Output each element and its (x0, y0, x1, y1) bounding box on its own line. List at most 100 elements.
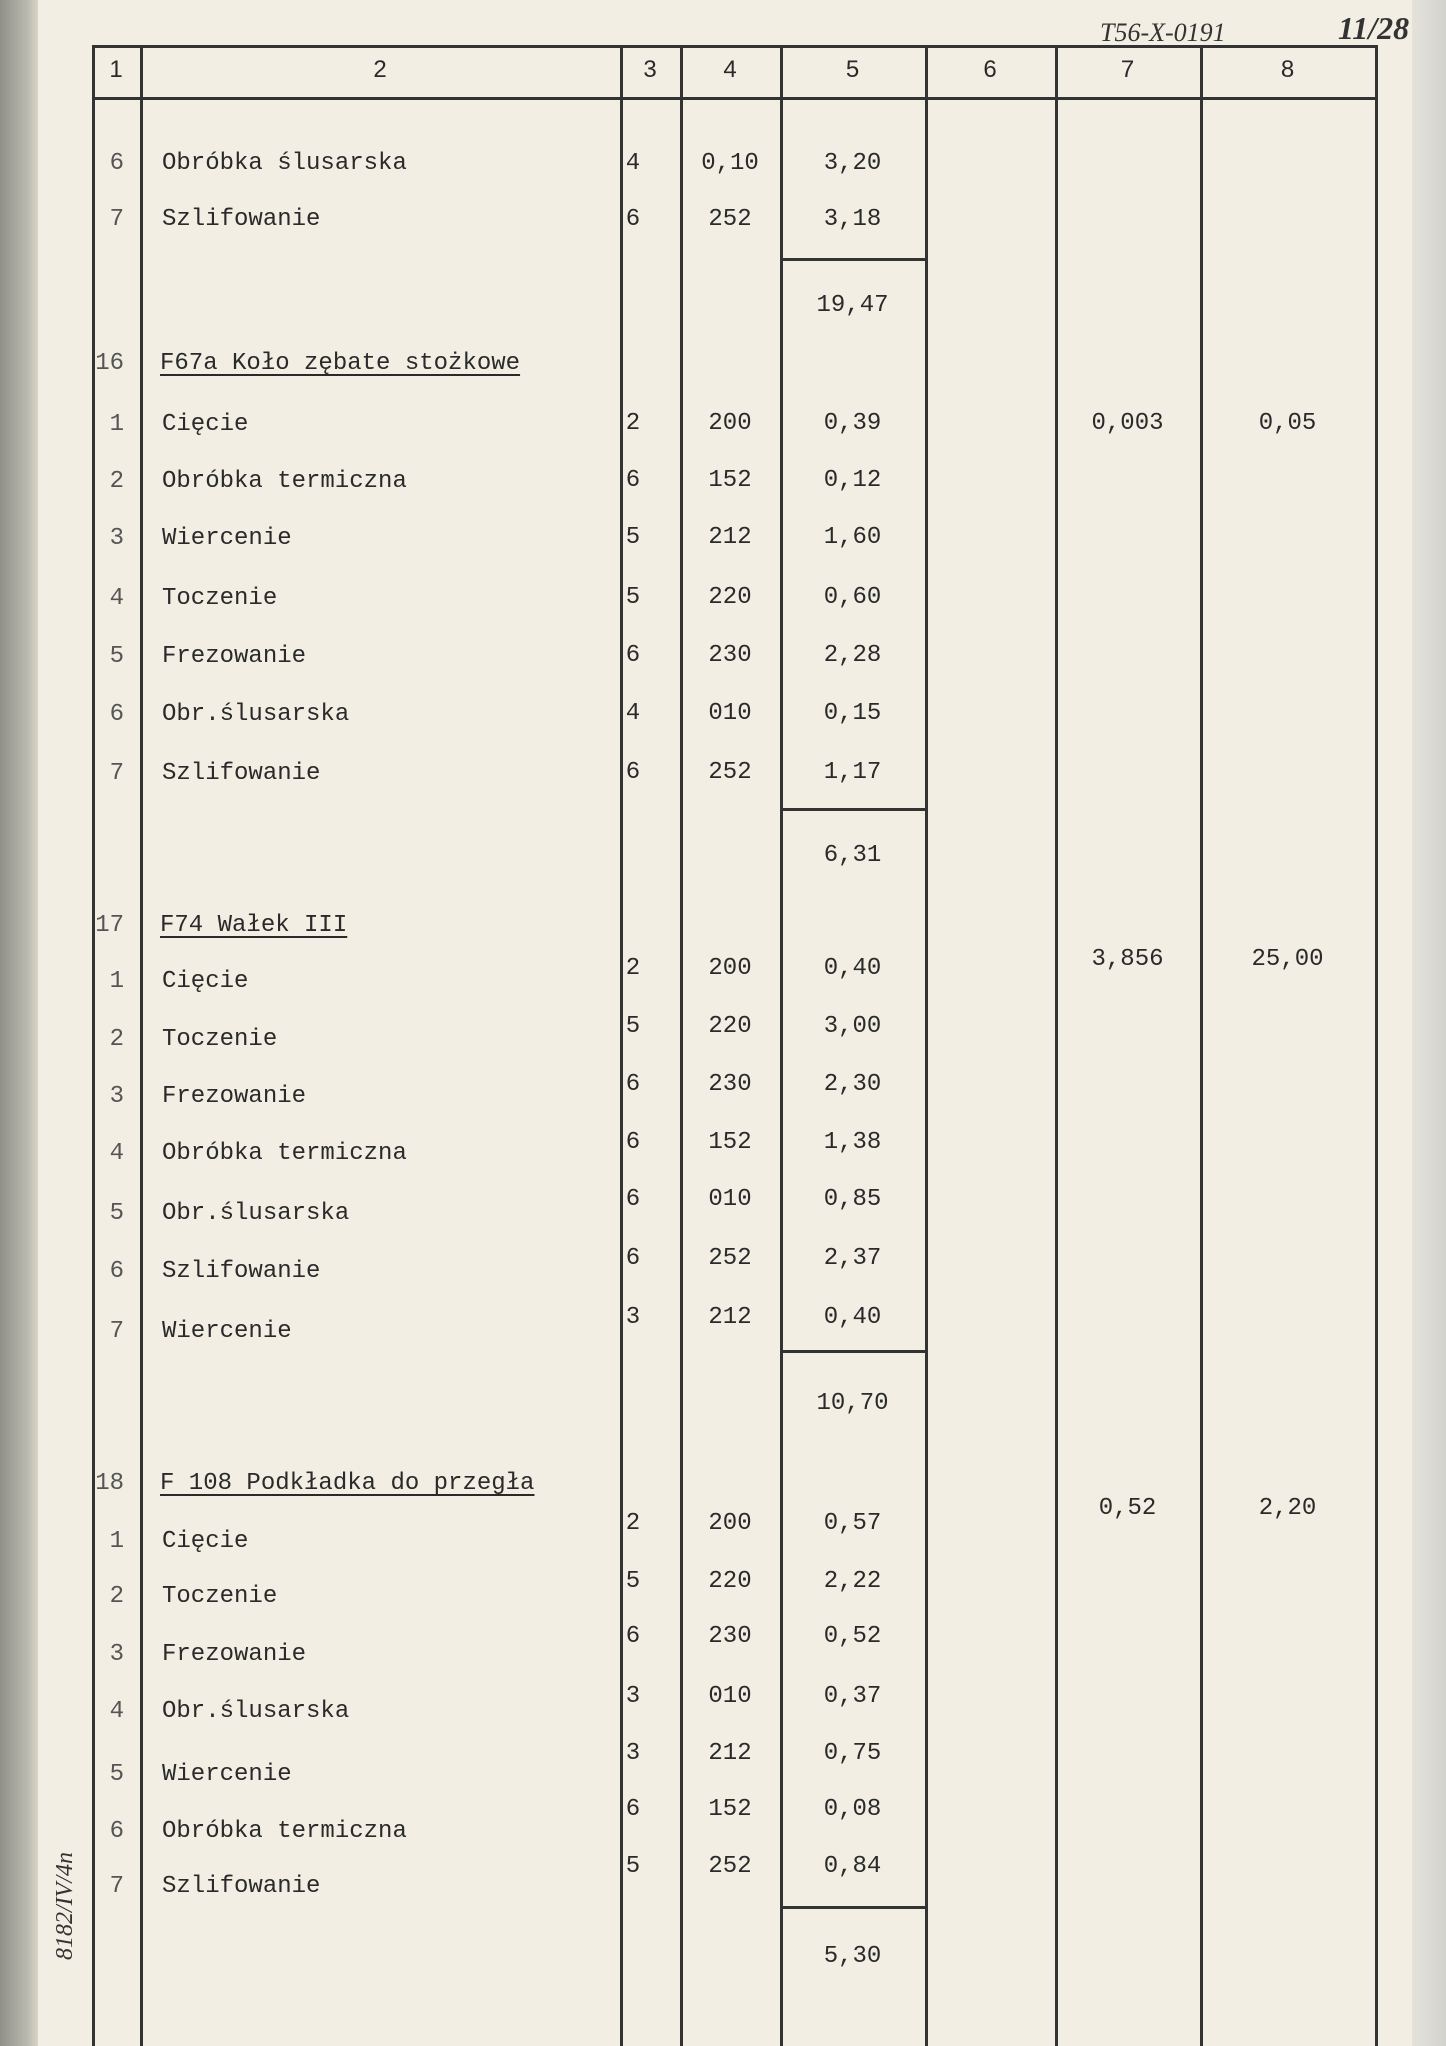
column-5-value: 0,75 (823, 1740, 882, 1767)
column-4-value: 212 (708, 1304, 752, 1331)
section-total: 19,47 (816, 292, 889, 319)
operation-name: Szlifowanie (162, 206, 321, 233)
column-5-value: 0,60 (823, 584, 882, 611)
operation-number: 7 (109, 206, 124, 233)
column-4-value: 152 (708, 1796, 752, 1823)
section-total: 6,31 (823, 842, 882, 869)
column-header-2: 2 (373, 56, 387, 83)
operation-name: Wiercenie (162, 525, 292, 552)
operation-name: Cięcie (162, 411, 249, 438)
column-4-value: 0,10 (701, 150, 759, 177)
column-4-value: 252 (708, 1853, 752, 1880)
column-header-4: 4 (723, 56, 737, 83)
column-divider (1055, 45, 1058, 2046)
operation-name: Wiercenie (162, 1761, 292, 1788)
column-4-value: 212 (708, 1740, 752, 1767)
section-number: 16 (95, 350, 124, 377)
operation-number: 7 (109, 1873, 124, 1900)
column-5-value: 3,18 (823, 206, 882, 233)
column-header-1: 1 (109, 56, 123, 83)
column-header-5: 5 (845, 56, 860, 83)
column-divider (1375, 45, 1378, 2046)
column-3-value: 6 (625, 1623, 641, 1650)
column-divider (925, 45, 928, 2046)
column-3-value: 6 (625, 1186, 641, 1213)
section-total: 10,70 (816, 1390, 889, 1417)
column-3-value: 3 (625, 1683, 641, 1710)
column-7-value: 3,856 (1091, 946, 1164, 973)
column-3-value: 6 (625, 642, 641, 669)
operation-number: 2 (109, 468, 124, 495)
operation-name: Szlifowanie (162, 1873, 321, 1900)
operation-number: 3 (109, 1083, 124, 1110)
column-3-value: 4 (625, 700, 641, 727)
operation-number: 1 (109, 411, 124, 438)
column-5-value: 2,22 (823, 1568, 882, 1595)
operation-name: Obr.ślusarska (162, 1698, 350, 1725)
operation-name: Obróbka ślusarska (162, 150, 407, 177)
column-divider (1200, 45, 1203, 2046)
operation-name: Szlifowanie (162, 760, 321, 787)
operation-number: 5 (109, 1200, 124, 1227)
operation-number: 1 (109, 968, 124, 995)
column-4-value: 152 (708, 1129, 752, 1156)
table-top-border (92, 45, 1378, 48)
column-divider (620, 45, 623, 2046)
column-3-value: 6 (625, 759, 641, 786)
column-3-value: 2 (625, 410, 641, 437)
column-4-value: 010 (708, 1186, 752, 1213)
operation-name: Frezowanie (162, 1083, 307, 1110)
operation-name: Toczenie (162, 585, 278, 612)
column-header-3: 3 (643, 56, 657, 83)
column-4-value: 252 (708, 1245, 752, 1272)
column-5-value: 2,30 (823, 1071, 882, 1098)
sum-line (783, 808, 925, 811)
sum-line (783, 1350, 925, 1353)
operation-name: Frezowanie (162, 643, 307, 670)
column-5-value: 3,20 (823, 150, 882, 177)
operation-name: Frezowanie (162, 1641, 307, 1668)
column-3-value: 6 (625, 467, 641, 494)
document-code: T56-X-0191 (1100, 18, 1226, 47)
column-3-value: 5 (625, 524, 641, 551)
column-5-value: 0,40 (823, 955, 882, 982)
column-5-value: 3,00 (823, 1013, 882, 1040)
column-8-value: 25,00 (1251, 946, 1324, 973)
operation-number: 6 (109, 1818, 124, 1845)
column-4-value: 212 (708, 524, 752, 551)
margin-note: 8182/IV/4n (52, 1852, 78, 1960)
column-3-value: 2 (625, 1510, 641, 1537)
column-3-value: 3 (625, 1304, 641, 1331)
column-5-value: 2,28 (823, 642, 882, 669)
column-8-value: 0,05 (1258, 410, 1317, 437)
page-edge (1412, 0, 1446, 2046)
column-divider (92, 45, 95, 2046)
operation-name: Wiercenie (162, 1318, 292, 1345)
column-4-value: 200 (708, 955, 752, 982)
column-3-value: 3 (625, 1740, 641, 1767)
column-4-value: 230 (708, 1623, 752, 1650)
column-divider (140, 45, 143, 2046)
book-binding (0, 0, 38, 2046)
column-header-8: 8 (1280, 56, 1295, 83)
column-4-value: 252 (708, 759, 752, 786)
operation-name: Obróbka termiczna (162, 1140, 407, 1167)
operation-name: Toczenie (162, 1583, 278, 1610)
operation-number: 7 (109, 760, 124, 787)
column-4-value: 200 (708, 410, 752, 437)
column-4-value: 200 (708, 1510, 752, 1537)
operation-number: 1 (109, 1528, 124, 1555)
operation-number: 4 (109, 1698, 124, 1725)
column-4-value: 220 (708, 1568, 752, 1595)
column-7-value: 0,003 (1091, 410, 1164, 437)
section-title: F 108 Podkładka do przegła (160, 1470, 535, 1497)
column-5-value: 0,15 (823, 700, 882, 727)
operation-number: 6 (109, 701, 124, 728)
column-7-value: 0,52 (1098, 1495, 1157, 1522)
column-3-value: 6 (625, 1245, 641, 1272)
section-number: 18 (95, 1470, 124, 1497)
sum-line (783, 258, 925, 261)
operation-number: 7 (109, 1318, 124, 1345)
column-5-value: 2,37 (823, 1245, 882, 1272)
column-4-value: 230 (708, 1071, 752, 1098)
